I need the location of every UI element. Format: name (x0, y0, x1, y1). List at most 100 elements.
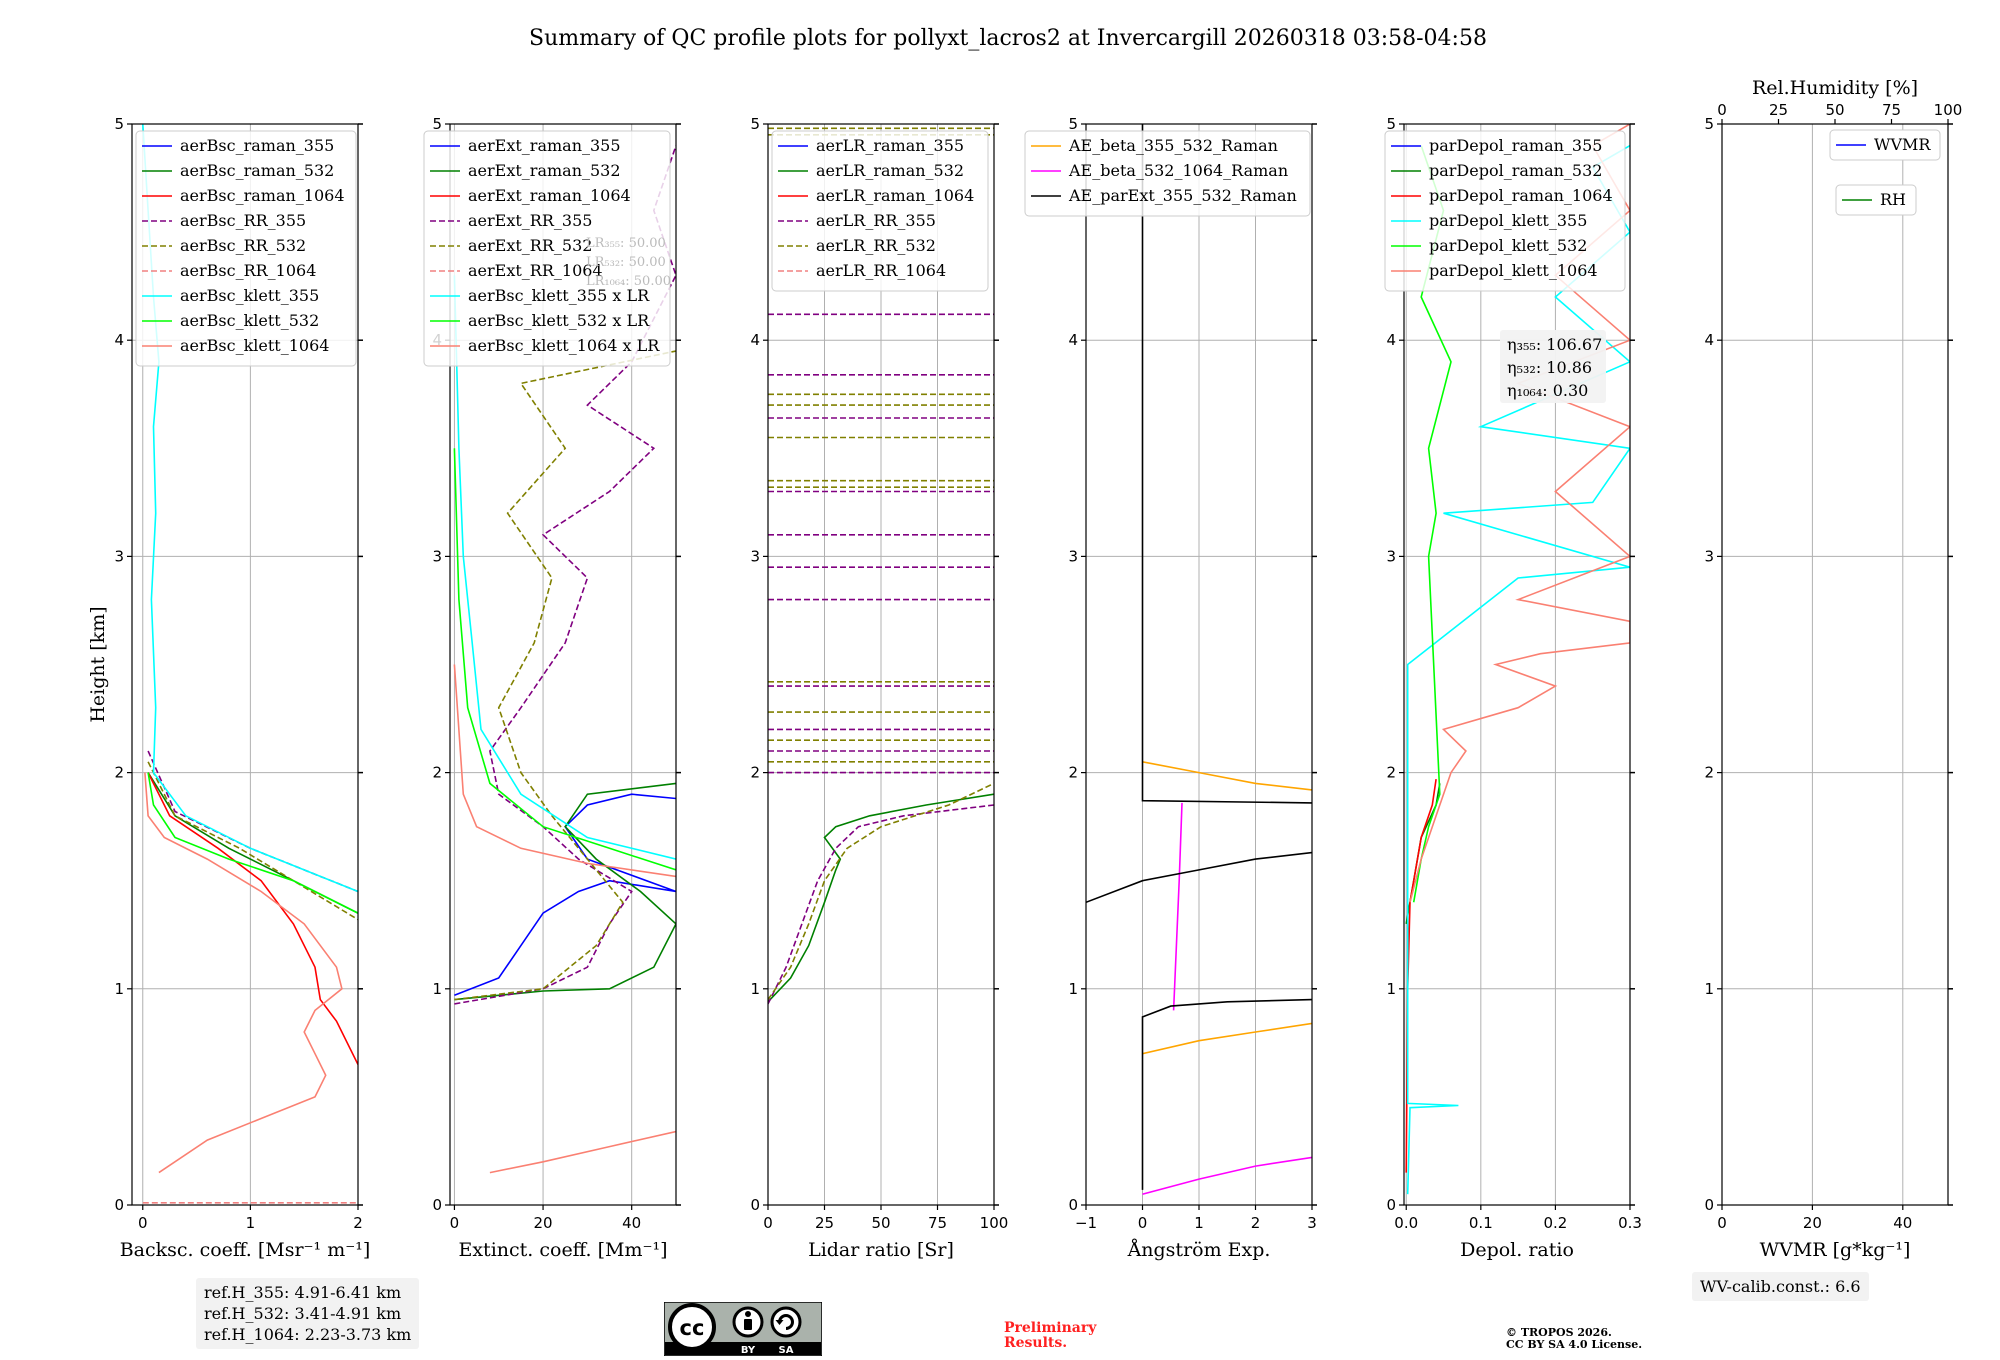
top-tick-label: 75 (1882, 101, 1901, 119)
y-tick-label: 3 (1068, 547, 1078, 565)
legend-entry: AE_parExt_355_532_Raman (1068, 186, 1297, 205)
y-tick-label: 5 (114, 115, 124, 133)
wv-calibration-box: WV-calib.const.: 6.6 (1692, 1272, 1869, 1301)
y-axis-label: Height [km] (87, 606, 109, 722)
x-tick-label: 0 (450, 1214, 460, 1232)
y-tick-label: 4 (114, 331, 124, 349)
legend-entry: aerBsc_klett_532 x LR (468, 311, 650, 330)
series-parDepol_klett_1064 (1409, 124, 1630, 903)
x-tick-label: 40 (1893, 1214, 1912, 1232)
y-tick-label: 2 (1386, 764, 1396, 782)
top-axis-label: Rel.Humidity [%] (1752, 77, 1918, 99)
series-AE_parExt_355_532_Raman_mid (1086, 851, 1312, 904)
series-aerExt_raman_532 (454, 782, 676, 1001)
axes-frame-depol (1403, 123, 1631, 1206)
legend-entry: aerBsc_raman_1064 (180, 186, 345, 205)
ref-height-355: ref.H_355: 4.91-6.41 km (204, 1283, 402, 1302)
x-tick-label: 0.2 (1543, 1214, 1567, 1232)
legend-ext: aerExt_raman_355 aerExt_raman_532 aerExt_r… (423, 130, 671, 367)
legend-entry: aerExt_raman_532 (468, 161, 621, 180)
legend-entry: parDepol_raman_532 (1429, 161, 1602, 180)
y-tick-label: 3 (114, 547, 124, 565)
x-tick-label: 0 (1717, 1214, 1727, 1232)
legend-entry: AE_beta_355_532_Raman (1068, 136, 1278, 155)
y-tick-label: 0 (1386, 1196, 1396, 1214)
lidar-ratio-annotation: LR₅₃₂: 50.00 (586, 255, 666, 270)
x-tick-label: −1 (1075, 1214, 1097, 1232)
legend-entry: RH (1880, 190, 1906, 209)
reference-height-box: ref.H_355: 4.91-6.41 km ref.H_532: 3.41-… (196, 1278, 420, 1349)
legend-entry: aerBsc_RR_355 (180, 211, 306, 230)
wv-calibration-constant: WV-calib.const.: 6.6 (1700, 1277, 1861, 1296)
grid-wv (1722, 124, 1948, 1205)
x-axis-label-ae: Ångström Exp. (1127, 1239, 1271, 1261)
x-tick-label: 40 (622, 1214, 641, 1232)
y-tick-label: 2 (750, 764, 760, 782)
legend-entry: AE_beta_532_1064_Raman (1068, 161, 1288, 180)
legend-entry: parDepol_raman_1064 (1429, 186, 1613, 205)
legend-entry: aerLR_raman_532 (816, 161, 964, 180)
copyright-line-2: CC BY SA 4.0 License. (1506, 1338, 1643, 1351)
top-tick-label: 25 (1769, 101, 1788, 119)
legend-entry: aerExt_raman_1064 (468, 186, 631, 205)
panel-depol: 0.0 0.1 0.2 0.3 0 1 2 3 4 5 Depol. ratio parDepol_r… (1384, 115, 1642, 1261)
legend-entry: parDepol_klett_355 (1429, 211, 1587, 230)
series-aerExt_RR_532 (454, 350, 676, 1001)
legend-entry: aerBsc_klett_1064 (180, 336, 329, 355)
legend-entry: aerLR_raman_1064 (816, 186, 974, 205)
x-tick-label: 50 (871, 1214, 890, 1232)
x-axis-label-ext: Extinct. coeff. [Mm⁻¹] (458, 1239, 667, 1261)
legend-entry: aerLR_RR_1064 (816, 261, 946, 280)
y-tick-label: 2 (114, 764, 124, 782)
y-tick-label: 0 (750, 1196, 760, 1214)
y-tick-label: 0 (1704, 1196, 1714, 1214)
y-tick-label: 1 (1068, 980, 1078, 998)
legend-entry: aerExt_RR_355 (468, 211, 592, 230)
legend-entry: aerBsc_klett_355 x LR (468, 286, 650, 305)
lidar-ratio-annotation: LR₁₀₆₄: 50.00 (586, 274, 671, 289)
legend-lr: aerLR_raman_355 aerLR_raman_532 aerLR_rama… (771, 130, 989, 292)
x-tick-label: 0.0 (1394, 1214, 1418, 1232)
x-tick-label: 1 (246, 1214, 256, 1232)
y-tick-label: 3 (1704, 547, 1714, 565)
series-aerBsc_RR_355 (147, 750, 358, 893)
x-tick-label: 0.1 (1469, 1214, 1493, 1232)
legend-bsc: aerBsc_raman_355 aerBsc_raman_532 aerBsc_r… (135, 130, 357, 367)
grid-ae (1086, 124, 1312, 1205)
top-tick-label: 0 (1717, 101, 1727, 119)
series-aerBsc_klett_1064 x LR (453, 664, 676, 878)
x-tick-label: 1 (1194, 1214, 1204, 1232)
x-tick-label: 20 (1803, 1214, 1822, 1232)
legend-wvmr: WVMR (1829, 129, 1941, 161)
series-aerBsc_klett_355 x LR (453, 275, 676, 860)
y-tick-label: 3 (1386, 547, 1396, 565)
panel-ext: 02040012345Extinct. coeff. [Mm⁻¹]aerExt_… (423, 115, 681, 1261)
legend-entry: aerBsc_RR_1064 (180, 261, 316, 280)
sa-label: SA (779, 1345, 794, 1356)
series-aerExt_raman_355 (454, 793, 676, 997)
copyright-note: © TROPOS 2026. CC BY SA 4.0 License. (1506, 1327, 1642, 1351)
x-tick-label: 100 (980, 1214, 1009, 1232)
legend-entry: aerLR_raman_355 (816, 136, 964, 155)
legend-ae: AE_beta_355_532_Raman AE_beta_532_1064_Ra… (1024, 130, 1311, 217)
legend-entry: aerBsc_raman_532 (180, 161, 334, 180)
axes-frame-bsc (131, 123, 359, 1206)
y-tick-label: 4 (1068, 331, 1078, 349)
cc-license-badge: cc BY SA (664, 1302, 822, 1356)
y-tick-label: 0 (1068, 1196, 1078, 1214)
y-tick-label: 0 (432, 1196, 442, 1214)
x-tick-label: 0 (763, 1214, 773, 1232)
y-tick-label: 5 (1704, 115, 1714, 133)
series-aerBsc_klett_532 (147, 772, 358, 914)
y-tick-label: 1 (750, 980, 760, 998)
preliminary-line-2: Results. (1004, 1335, 1068, 1351)
y-tick-label: 4 (1704, 331, 1714, 349)
x-tick-label: 0.3 (1618, 1214, 1642, 1232)
lidar-ratio-annotation: LR₃₅₅: 50.00 (586, 236, 666, 251)
y-tick-label: 0 (114, 1196, 124, 1214)
y-tick-label: 2 (1704, 764, 1714, 782)
y-tick-label: 2 (1068, 764, 1078, 782)
series-AE_beta_532_1064_Raman (1172, 802, 1183, 1011)
legend-entry: aerBsc_klett_532 (180, 311, 319, 330)
